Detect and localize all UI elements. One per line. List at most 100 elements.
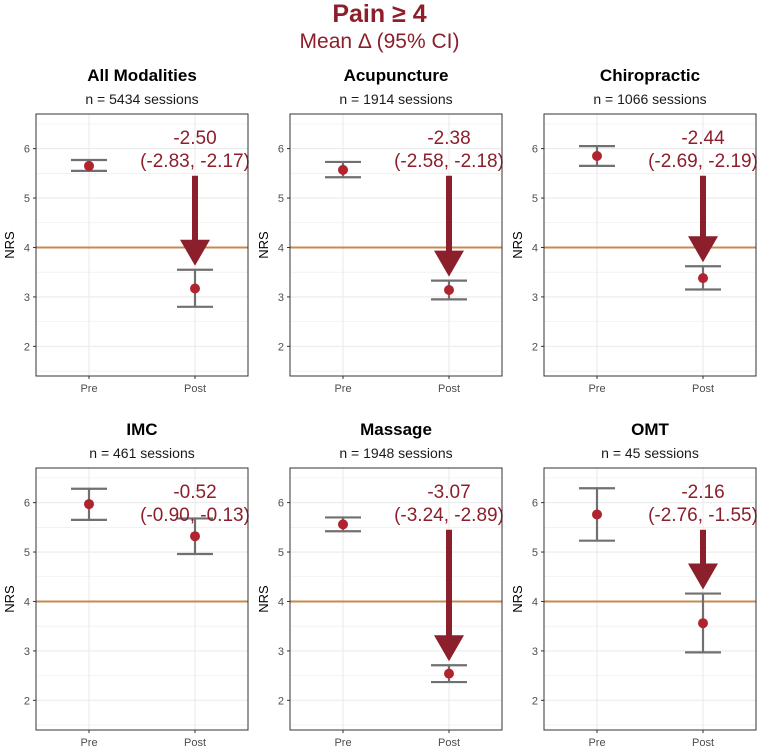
change-arrow-head [434,635,464,662]
panel-border [35,467,249,731]
panel-background [544,114,756,376]
y-tick-label: 4 [24,596,30,608]
y-tick-label: 4 [532,242,538,254]
ci-label: (-2.83, -2.17) [140,151,250,172]
y-tick-label: 4 [278,242,284,254]
pre-mean-point [338,519,348,530]
y-tick-label: 4 [278,596,284,608]
y-tick-label: 2 [24,695,30,707]
panel-background [36,468,248,730]
facet-title: OMT [631,420,669,439]
y-tick-label: 3 [532,292,538,304]
y-tick-label: 4 [24,242,30,254]
y-tick-label: 2 [532,341,538,353]
post-mean-point [698,618,708,629]
panel-border [289,113,503,377]
y-tick-label: 5 [24,547,30,559]
facet-subtitle: n = 1066 sessions [593,91,706,107]
post-mean-point [190,283,200,294]
y-tick-label: 3 [532,646,538,658]
y-axis-label: NRS [2,231,17,259]
delta-label: -2.44 [681,128,725,149]
y-tick-label: 2 [24,341,30,353]
delta-label: -3.07 [427,482,470,503]
delta-label: -2.16 [681,482,724,503]
ci-label: (-0.90, -0.13) [140,505,250,526]
ci-label: (-2.76, -1.55) [648,505,758,526]
facet-title: IMC [126,420,157,439]
x-tick-label: Pre [588,737,605,746]
pre-mean-point [84,499,94,510]
x-tick-label: Pre [334,383,351,395]
delta-label: -2.38 [427,128,470,149]
facet-panel: Chiropractic n = 1066 sessions -2.44(-2.69… [510,66,758,395]
post-mean-point [444,668,454,679]
chart-title: Pain ≥ 4 [332,0,427,28]
y-tick-label: 6 [24,498,30,510]
x-tick-label: Pre [80,737,97,746]
x-tick-label: Post [184,737,206,746]
y-tick-label: 5 [532,193,538,205]
x-tick-label: Post [438,737,460,746]
panel-border [289,467,503,731]
facet-title: Chiropractic [600,66,700,85]
x-tick-label: Post [692,737,714,746]
post-mean-point [190,531,200,542]
x-tick-label: Post [438,383,460,395]
change-arrow-head [180,239,210,266]
change-arrow-head [688,563,718,590]
chart-subtitle: Mean Δ (95% CI) [299,30,460,53]
y-tick-label: 2 [278,695,284,707]
x-tick-label: Pre [80,383,97,395]
y-tick-label: 3 [24,646,30,658]
y-tick-label: 6 [278,498,284,510]
facet-subtitle: n = 45 sessions [601,445,699,461]
y-tick-label: 5 [278,193,284,205]
panel-border [543,467,757,731]
y-tick-label: 5 [24,193,30,205]
facet-panel: Massage n = 1948 sessions -3.07(-3.24, -2.… [256,420,504,746]
post-mean-point [444,284,454,295]
y-tick-label: 6 [532,498,538,510]
y-axis-label: NRS [2,585,17,613]
y-tick-label: 4 [532,596,538,608]
x-tick-label: Pre [588,383,605,395]
facet-title: All Modalities [87,66,197,85]
y-tick-label: 3 [278,646,284,658]
facet-subtitle: n = 461 sessions [89,445,194,461]
pre-mean-point [338,164,348,175]
x-tick-label: Pre [334,737,351,746]
facet-title: Acupuncture [344,66,449,85]
facet-panel: All Modalities n = 5434 sessions -2.50(-2.… [2,66,250,395]
change-arrow-head [434,250,464,277]
pre-mean-point [84,160,94,171]
y-axis-label: NRS [256,585,271,613]
panel-background [36,114,248,376]
facet-subtitle: n = 5434 sessions [85,91,198,107]
delta-label: -0.52 [173,482,216,503]
panel-background [544,468,756,730]
panel-border [543,113,757,377]
y-tick-label: 5 [532,547,538,559]
y-axis-label: NRS [510,231,525,259]
facet-panel: IMC n = 461 sessions -0.52(-0.90, -0.13) 2 3… [2,420,250,746]
panel-background [290,468,502,730]
y-tick-label: 3 [24,292,30,304]
y-tick-label: 6 [24,144,30,156]
ci-label: (-2.69, -2.19) [648,151,758,172]
y-tick-label: 2 [532,695,538,707]
panel-background [290,114,502,376]
change-arrow-head [688,236,718,263]
ci-label: (-2.58, -2.18) [394,151,504,172]
facet-title: Massage [360,420,432,439]
y-tick-label: 5 [278,547,284,559]
pre-mean-point [592,509,602,520]
facet-panel: Acupuncture n = 1914 sessions -2.38(-2.58,… [256,66,504,395]
y-tick-label: 6 [278,144,284,156]
y-axis-label: NRS [510,585,525,613]
y-axis-label: NRS [256,231,271,259]
panel-border [35,113,249,377]
x-tick-label: Post [184,383,206,395]
facet-subtitle: n = 1914 sessions [339,91,452,107]
